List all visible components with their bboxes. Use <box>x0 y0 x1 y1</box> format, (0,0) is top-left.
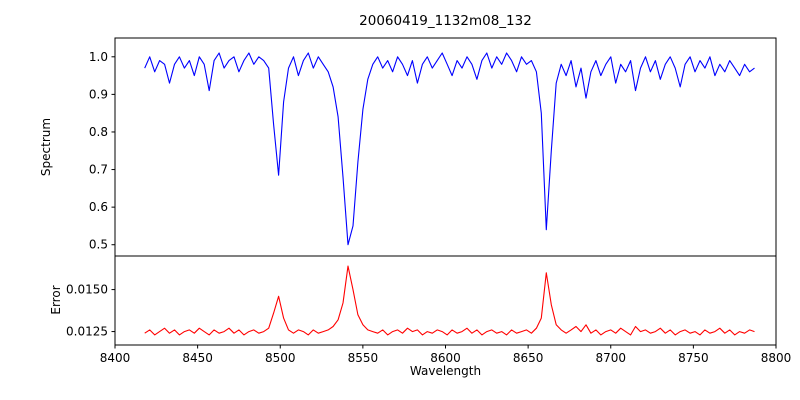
x-tick-label: 8750 <box>678 351 709 365</box>
x-tick-label: 8700 <box>595 351 626 365</box>
y-tick-label: 1.0 <box>89 50 108 64</box>
x-tick-label: 8800 <box>761 351 792 365</box>
x-tick-label: 8650 <box>513 351 544 365</box>
y-tick-label: 0.7 <box>89 163 108 177</box>
y-tick-label: 0.6 <box>89 200 108 214</box>
chart-title: 20060419_1132m08_132 <box>359 13 532 29</box>
y-tick-label: 0.0150 <box>66 283 108 297</box>
x-tick-label: 8500 <box>265 351 296 365</box>
x-tick-label: 8550 <box>348 351 379 365</box>
error-line <box>144 265 755 336</box>
axes-frame-spectrum <box>114 37 777 257</box>
x-tick-label: 8400 <box>100 351 131 365</box>
x-tick-label: 8450 <box>182 351 213 365</box>
axes-frame-error <box>114 255 777 346</box>
y-tick-label: 0.0125 <box>66 325 108 339</box>
x-axis-label: Wavelength <box>409 364 482 378</box>
y-tick-label: 0.9 <box>89 87 108 101</box>
spectrum-line <box>144 52 755 246</box>
y-tick-label: 0.8 <box>89 125 108 139</box>
x-tick-label: 8600 <box>430 351 461 365</box>
y-tick-label: 0.5 <box>89 238 108 252</box>
